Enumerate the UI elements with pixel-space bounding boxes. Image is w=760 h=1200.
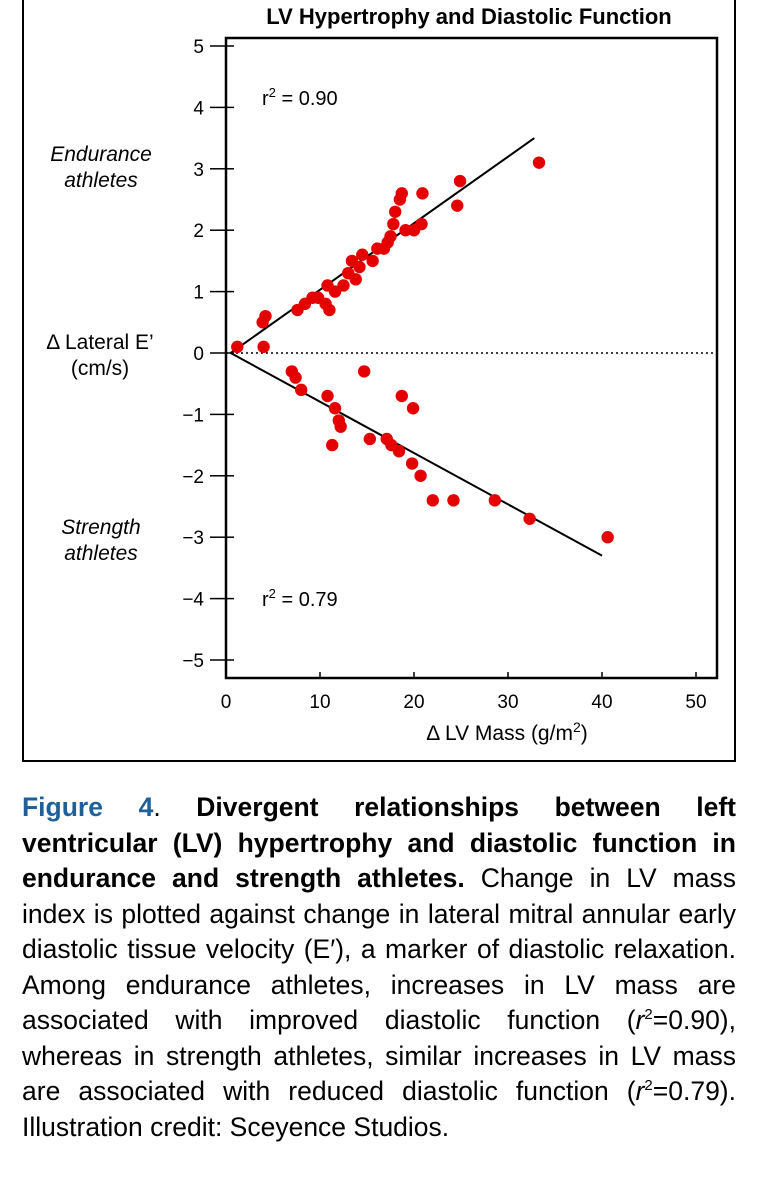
chart-title: LV Hypertrophy and Diastolic Function [266,4,671,29]
strength-data-point [405,457,419,470]
strength-data-point [295,383,308,397]
strength-data-point [334,420,347,433]
strength-data-point [447,494,460,507]
figure-caption: Figure 4. Divergent relationships betwee… [22,790,736,1145]
endurance-data-point [453,174,467,188]
caption-sup-1: 2 [644,1006,653,1024]
y-tick-label: −1 [182,405,204,426]
x-tick-label: 0 [221,692,232,713]
y-tick-label: 4 [193,98,204,119]
caption-r-2: r [635,1076,645,1106]
endurance-data-point [387,217,400,231]
x-tick-label: 20 [403,692,424,713]
endurance-data-point [259,309,272,323]
strength-data-point [328,402,342,415]
endurance-group-label: Endurance athletes [36,142,166,194]
endurance-data-point [231,340,244,354]
caption-body-2: =0.90), whereas in strength athletes, si… [22,1005,736,1106]
caption-bold-title: Divergent relationships between left ven… [22,792,736,893]
strength-data-point [363,432,377,446]
endurance-data-point [337,279,350,292]
caption-period: . [153,792,197,822]
r2-labels: r2 = 0.90 r2 = 0.79 [262,85,338,611]
strength-data-point [406,402,420,415]
endurance-data-point [349,273,362,286]
endurance-data-point [257,340,270,354]
caption-body-1: Change in LV mass index is plotted again… [22,863,736,1035]
caption-sup-2: 2 [644,1077,653,1095]
endurance-label-line2: athletes [64,169,138,192]
strength-data-point [601,531,614,544]
endurance-data-point [389,205,402,218]
endurance-r2-label: r2 = 0.90 [262,85,338,110]
y-tick-label: 5 [193,37,204,58]
figure-frame [22,0,736,762]
endurance-data-point [395,187,408,200]
strength-data-point [326,438,339,452]
strength-data-point [523,512,536,525]
y-axis-label-line1: Δ Lateral E’ [46,331,154,354]
strength-r2-label: r2 = 0.79 [262,586,338,611]
strength-data-point [321,389,334,403]
strength-data-point [488,494,502,507]
strength-group-label: Strength athletes [36,515,166,567]
scatter-chart: LV Hypertrophy and Diastolic Function 5 4… [182,4,719,745]
strength-label-line2: athletes [64,542,138,565]
figure-number: Figure 4 [22,792,154,822]
x-tick-label: 30 [497,692,518,713]
endurance-data-point [384,230,397,243]
x-tick-label: 40 [591,692,612,713]
y-tick-label: 0 [193,344,204,365]
strength-regression-line [230,352,603,557]
x-axis-label: Δ LV Mass (g/m2) [426,719,587,745]
fit-lines [230,137,603,557]
strength-data-point [426,494,439,507]
x-tick-label: 50 [685,692,706,713]
endurance-label-line1: Endurance [50,143,152,166]
y-tick-label: 3 [193,160,204,181]
endurance-data-point [323,303,336,317]
endurance-data-point [366,254,379,268]
y-tick-label: 2 [193,221,204,242]
y-tick-label: −2 [182,467,204,488]
strength-label-line1: Strength [61,516,141,539]
endurance-data-point [356,248,369,261]
strength-data-point [414,469,427,482]
caption-body-3: =0.79). Illustration credit: Sceyence St… [22,1076,736,1142]
endurance-data-point [451,199,464,212]
plot-area [224,36,719,680]
strength-data-point [395,389,408,403]
strength-data-point [357,365,371,378]
endurance-data-point [415,217,428,231]
y-tick-label: 1 [193,283,204,304]
y-tick-label: −3 [182,528,204,549]
x-tick-label: 10 [309,692,330,713]
endurance-data-point [353,260,366,274]
strength-data-point [392,445,406,458]
data-points [231,156,614,544]
y-tick-label: −5 [182,651,204,672]
strength-data-point [289,371,302,384]
y-axis-label-line2: (cm/s) [70,357,130,380]
y-tick-label: −4 [182,590,204,611]
y-axis-label: Δ Lateral E’ (cm/s) [30,330,170,382]
caption-r-1: r [635,1005,645,1035]
endurance-data-point [416,187,429,200]
endurance-data-point [532,156,546,169]
